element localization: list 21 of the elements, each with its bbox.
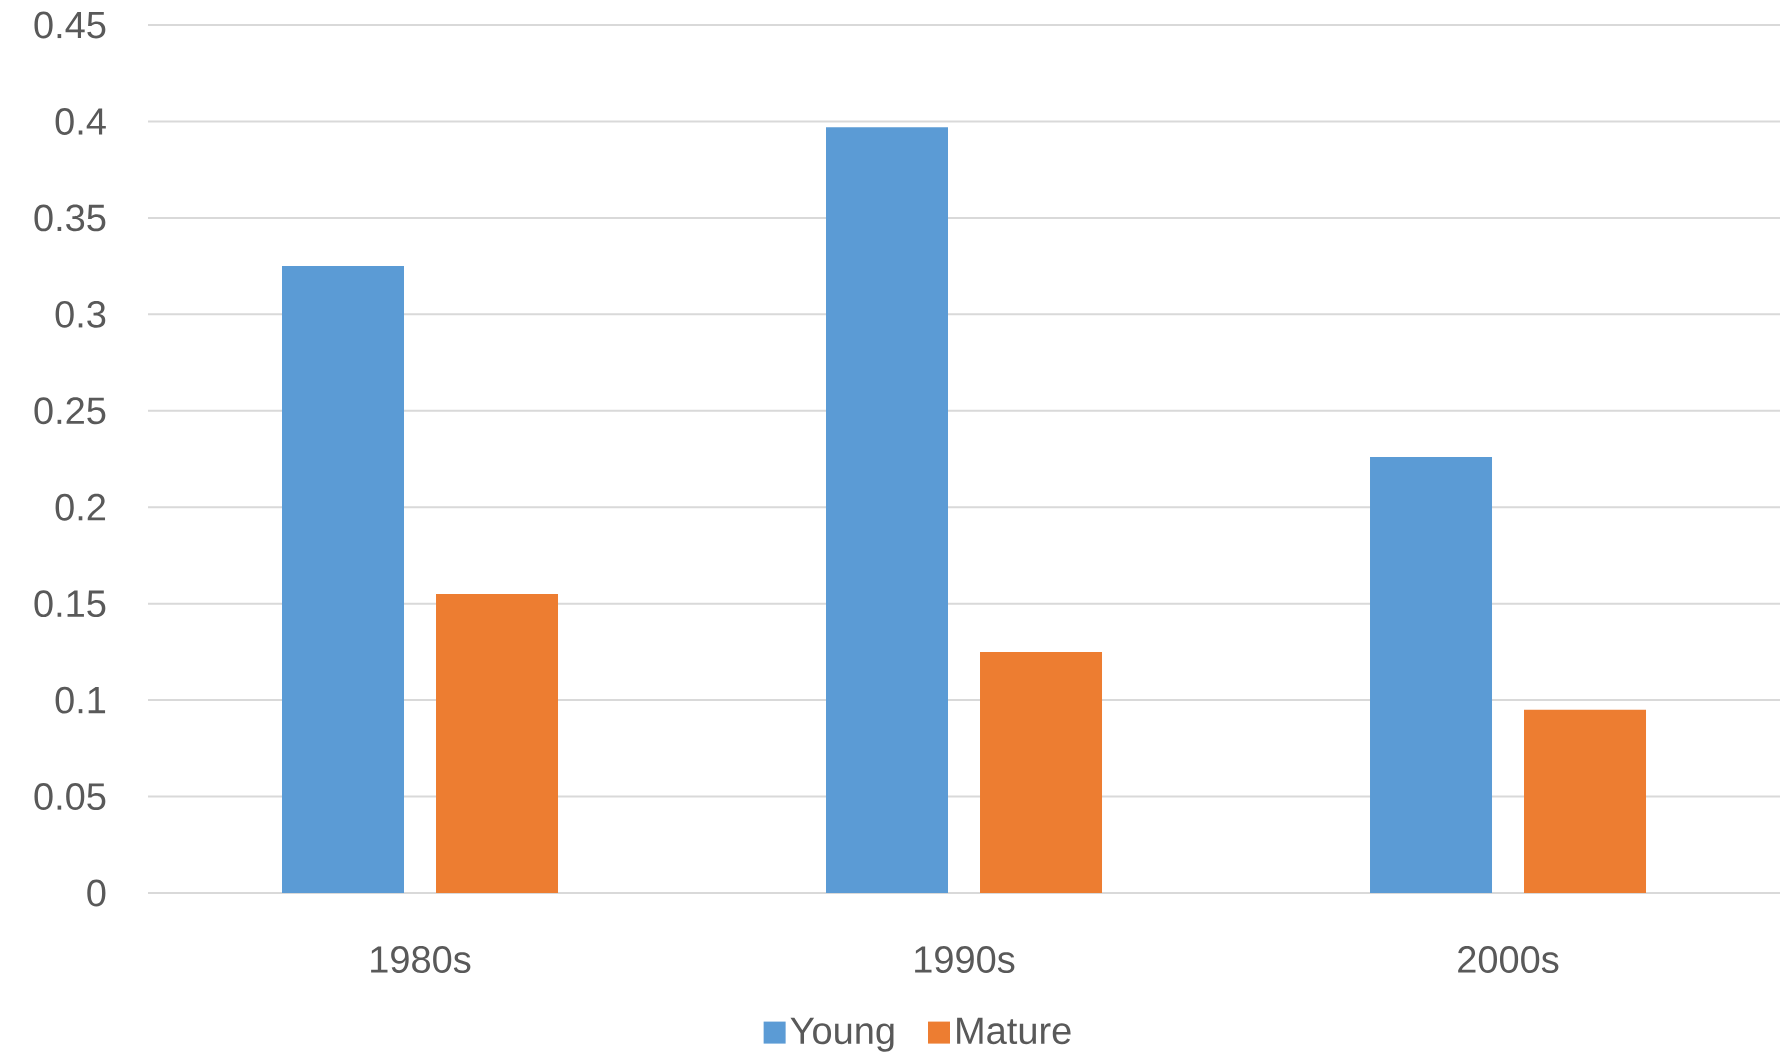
- y-tick-label: 0.45: [34, 11, 106, 39]
- bar: [282, 266, 405, 893]
- bar: [1524, 709, 1647, 893]
- x-tick-label: 2000s: [1458, 946, 1559, 973]
- y-tick-label: 0.35: [34, 204, 106, 232]
- y-tick-label: 0.4: [55, 107, 106, 135]
- y-tick-label: 0.25: [34, 397, 106, 425]
- y-tick-label: 0.3: [55, 300, 106, 328]
- bar: [826, 127, 949, 893]
- x-tick-label: 1990s: [915, 946, 1015, 973]
- bar: [980, 651, 1103, 893]
- bar: [1370, 457, 1493, 893]
- legend-label: Mature: [957, 1017, 1071, 1045]
- bar: [436, 594, 559, 893]
- legend-label: Young: [790, 1017, 894, 1052]
- y-tick-label: 0.1: [55, 686, 106, 714]
- y-tick-label: 0.05: [34, 783, 106, 811]
- y-tick-label: 0.2: [55, 493, 106, 521]
- x-tick-label: 1980s: [371, 946, 471, 973]
- y-tick-label: 0.15: [34, 590, 106, 618]
- y-tick-label: 0: [87, 879, 106, 907]
